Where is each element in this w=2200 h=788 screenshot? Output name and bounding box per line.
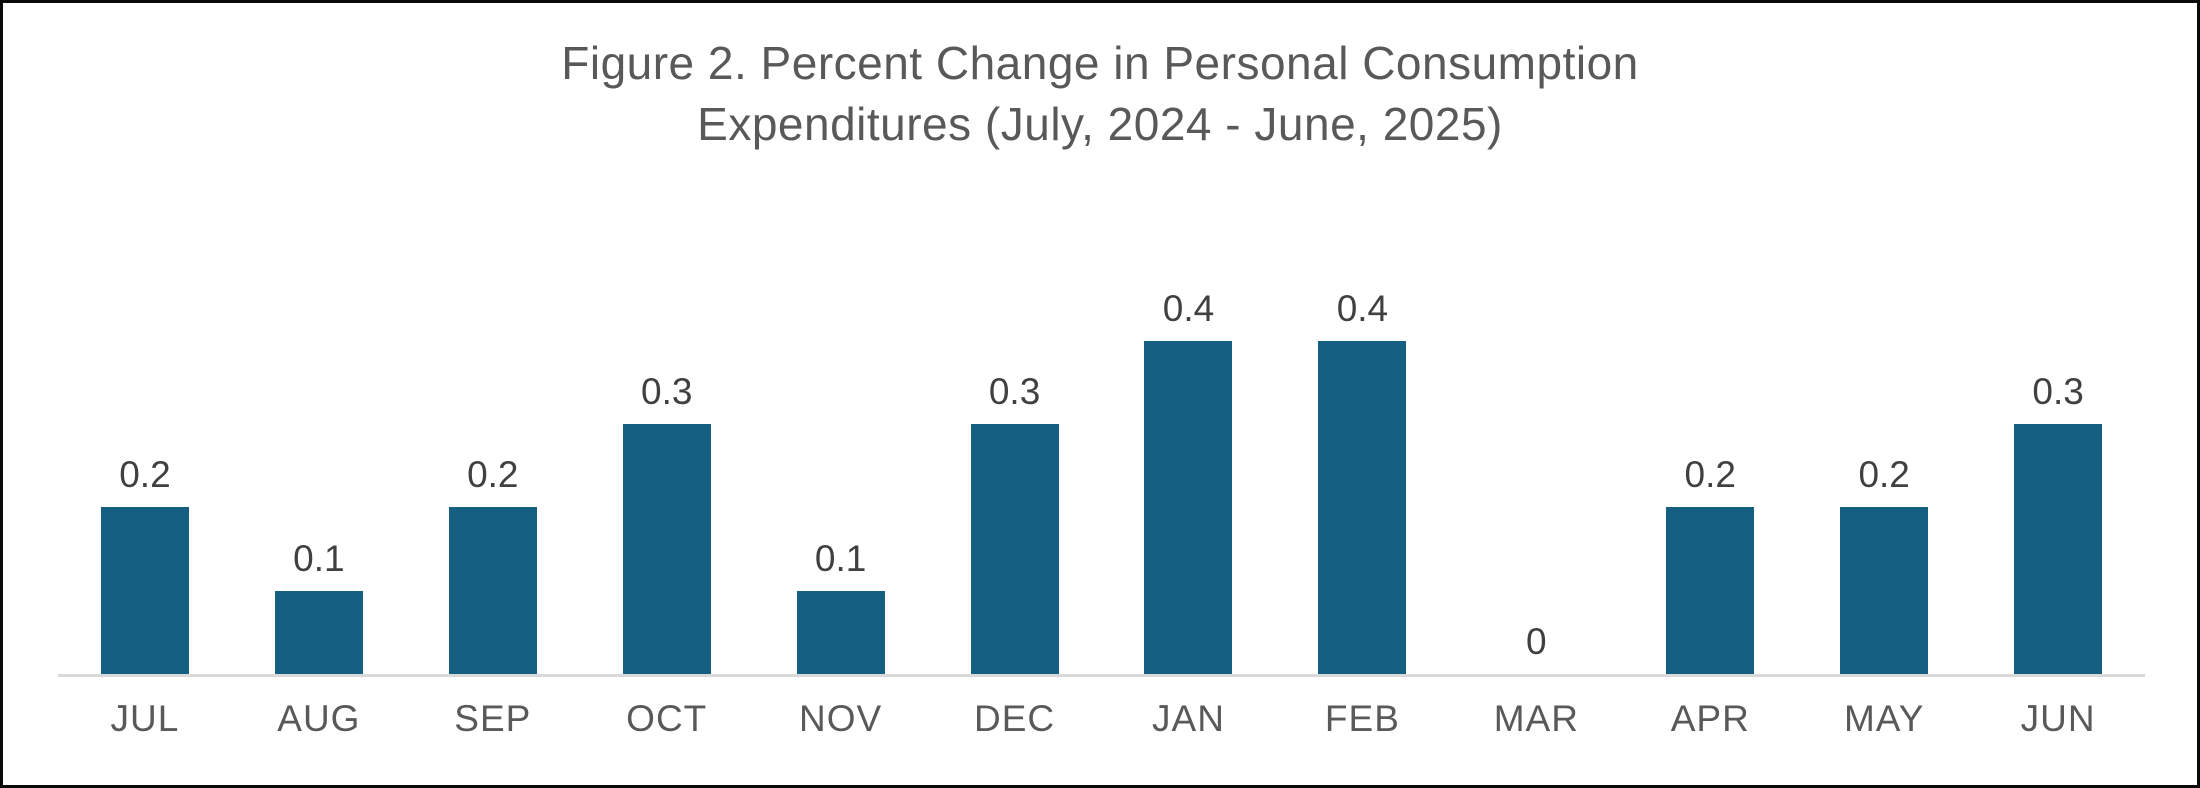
bar-column: 0.2: [58, 3, 232, 674]
bar-column: 0.3: [1971, 3, 2145, 674]
bar-column: 0.4: [1102, 3, 1276, 674]
x-axis-tick-label: DEC: [974, 698, 1056, 739]
bar-value-label: 0.2: [1858, 454, 1910, 495]
bar-column: 0.1: [754, 3, 928, 674]
bar-column: 0.1: [232, 3, 406, 674]
chart-title-line-2: Expenditures (July, 2024 - June, 2025): [697, 98, 1503, 150]
x-axis-tick-label: AUG: [277, 698, 361, 739]
bar-column: 0.2: [406, 3, 580, 674]
bar: [1318, 341, 1407, 674]
bar-column: 0.3: [928, 3, 1102, 674]
bar: [622, 424, 711, 674]
bar-value-label: 0.1: [814, 538, 867, 579]
x-axis-tick-label: APR: [1670, 698, 1750, 739]
x-axis-tick-label: JUL: [110, 698, 180, 739]
x-axis-tick-label: FEB: [1324, 698, 1400, 739]
bar: [1144, 341, 1233, 674]
bar-value-label: 0.1: [293, 538, 345, 579]
chart-title-line-1: Figure 2. Percent Change in Personal Con…: [561, 37, 1639, 89]
plot-area: 0.2 0.1 0.2 0.3 0.1 0.3 0.4 0.4 0 0.2 0.2 0.3: [58, 3, 2145, 674]
bar: [448, 507, 537, 674]
x-axis-labels: JUL AUG SEP OCT NOV DEC JAN FEB MAR APR MAY JUN: [58, 698, 2145, 740]
x-axis-tick-label: MAR: [1493, 698, 1579, 739]
x-axis-tick-label: OCT: [626, 698, 708, 739]
x-axis-tick-label: SEP: [454, 698, 532, 739]
bar-value-label: 0: [1526, 621, 1547, 662]
bar-column: 0.3: [580, 3, 754, 674]
bar-value-label: 0.3: [641, 371, 693, 412]
x-axis-tick-label: NOV: [799, 698, 883, 739]
bar-value-label: 0.3: [988, 371, 1041, 412]
bar-value-label: 0.4: [1336, 288, 1389, 329]
bar-value-label: 0.2: [1684, 454, 1736, 495]
x-axis-tick-label: MAY: [1843, 698, 1925, 739]
bar-value-label: 0.2: [119, 454, 171, 495]
bar: [796, 591, 885, 674]
bar-column: 0.2: [1623, 3, 1797, 674]
bar-value-label: 0.3: [2032, 371, 2084, 412]
bar-column: 0.2: [1797, 3, 1971, 674]
bar: [2014, 424, 2103, 674]
x-axis-tick-label: JAN: [1152, 698, 1225, 739]
bar-value-label: 0.4: [1162, 288, 1215, 329]
bar: [274, 591, 363, 674]
bar-column: 0.4: [1275, 3, 1449, 674]
chart-title: Figure 2. Percent Change in Personal Con…: [3, 33, 2197, 155]
bar-column: 0: [1449, 3, 1623, 674]
bar-value-label: 0.2: [467, 454, 519, 495]
x-axis-line: [58, 674, 2145, 677]
bar: [1666, 507, 1755, 674]
x-axis-tick-label: JUN: [2020, 698, 2096, 739]
bar: [970, 424, 1059, 674]
bar: [1840, 507, 1929, 674]
bar: [100, 507, 189, 674]
